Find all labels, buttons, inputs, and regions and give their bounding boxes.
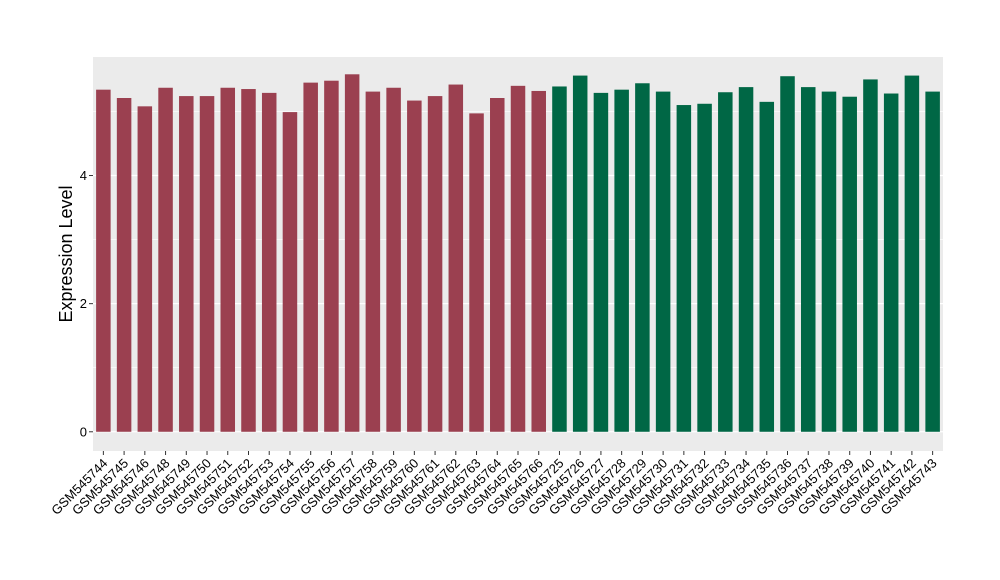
bar (241, 89, 256, 432)
bar (863, 79, 878, 432)
bar (469, 113, 484, 432)
bar (883, 93, 899, 432)
bar (510, 85, 526, 432)
bar (635, 83, 650, 432)
bar (282, 112, 298, 432)
y-tick-label: 2 (80, 296, 87, 311)
bar (427, 96, 443, 432)
y-axis-title: Expression Level (56, 185, 76, 322)
bar (386, 87, 401, 432)
bar (552, 86, 567, 432)
bar (593, 92, 609, 432)
bar (344, 74, 360, 432)
bar (179, 96, 194, 432)
bar (614, 89, 629, 432)
bar (718, 92, 733, 432)
y-tick-label: 0 (80, 424, 87, 439)
bar (800, 87, 816, 432)
bars (96, 74, 940, 432)
bar (199, 96, 215, 432)
bar (655, 91, 671, 432)
bar (137, 106, 153, 432)
bar (365, 91, 381, 432)
bar (780, 76, 795, 432)
bar (303, 82, 318, 432)
bar (448, 84, 464, 432)
bar (904, 75, 920, 432)
bar (676, 105, 692, 432)
bar (261, 92, 277, 432)
bar (407, 100, 422, 432)
bar (697, 103, 712, 432)
bar (158, 87, 173, 432)
bar (324, 80, 339, 432)
bar (842, 96, 857, 432)
bar (220, 87, 236, 432)
y-axis: 0 2 4 (80, 168, 93, 439)
bar (96, 89, 111, 432)
y-tick-label: 4 (80, 168, 87, 183)
bar (925, 91, 940, 432)
bar (759, 101, 775, 432)
bar (821, 91, 837, 432)
x-axis: GSM545744GSM545745GSM545746GSM545748GSM5… (48, 451, 940, 518)
bar (116, 98, 132, 432)
bar (572, 75, 588, 432)
bar (531, 90, 546, 432)
bar (738, 87, 754, 432)
bar (490, 98, 505, 432)
